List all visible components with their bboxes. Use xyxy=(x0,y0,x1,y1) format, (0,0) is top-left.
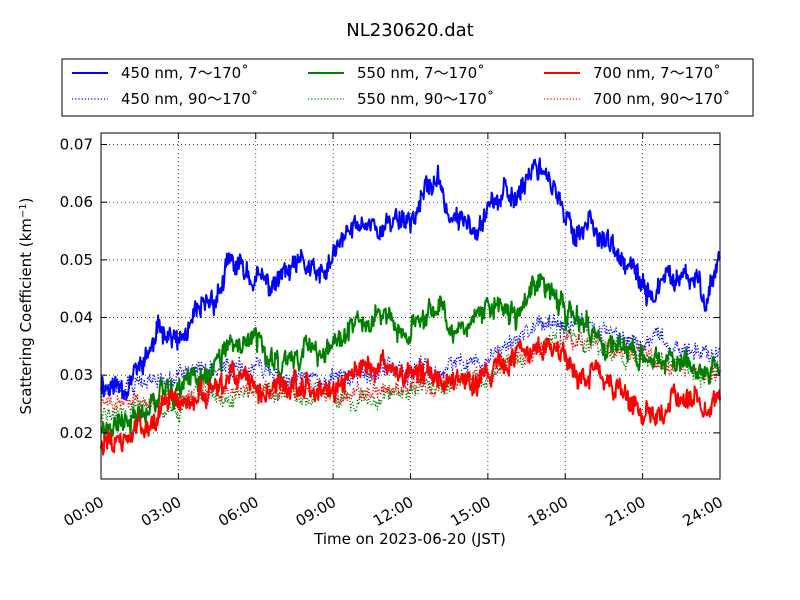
legend-label: 700 nm, 90～170˚ xyxy=(593,90,730,108)
legend-label: 450 nm, 7～170˚ xyxy=(121,64,249,82)
x-tick-label: 12:00 xyxy=(370,493,416,530)
x-tick-label: 09:00 xyxy=(293,493,339,530)
plot-area: 00:00 03:00 06:00 09:00 12:00 15:00 18:00 21:00… xyxy=(60,132,726,530)
y-axis-label-sup: −1 xyxy=(18,203,29,218)
y-axis-label: Scattering Coefficient (km−1) xyxy=(17,197,35,414)
y-axis-label-end: ) xyxy=(17,197,35,203)
y-tick-label: 0.06 xyxy=(60,193,93,211)
chart-title: NL230620.dat xyxy=(346,20,473,41)
x-tick-label: 21:00 xyxy=(602,493,648,530)
legend-label: 700 nm, 7～170˚ xyxy=(593,64,721,82)
y-axis-label-main: Scattering Coefficient (km xyxy=(17,218,35,414)
series-line xyxy=(100,273,721,440)
legend-frame xyxy=(61,58,754,117)
legend-label: 450 nm, 90～170˚ xyxy=(121,90,258,108)
series-line xyxy=(100,157,721,400)
series-line xyxy=(100,328,721,411)
y-tick-label: 0.05 xyxy=(60,251,93,269)
y-tick-label: 0.03 xyxy=(60,366,93,384)
legend-label: 550 nm, 90～170˚ xyxy=(357,90,494,108)
x-tick-label: 06:00 xyxy=(215,493,261,530)
series-lines xyxy=(100,157,721,456)
series-line xyxy=(100,336,721,456)
x-tick-label: 03:00 xyxy=(138,493,184,530)
x-axis-label: Time on 2023-06-20 (JST) xyxy=(313,530,506,548)
legend: 450 nm, 7～170˚ 450 nm, 90～170˚ 550 nm, 7～1… xyxy=(61,58,754,117)
x-tick-label: 18:00 xyxy=(525,493,571,530)
x-tick-label: 15:00 xyxy=(447,493,493,530)
legend-label: 550 nm, 7～170˚ xyxy=(357,64,485,82)
x-tick-label: 24:00 xyxy=(680,493,726,530)
y-tick-label: 0.02 xyxy=(60,424,93,442)
y-tick-label: 0.04 xyxy=(60,309,93,327)
x-tick-label: 00:00 xyxy=(61,493,107,530)
y-tick-label: 0.07 xyxy=(60,136,93,154)
